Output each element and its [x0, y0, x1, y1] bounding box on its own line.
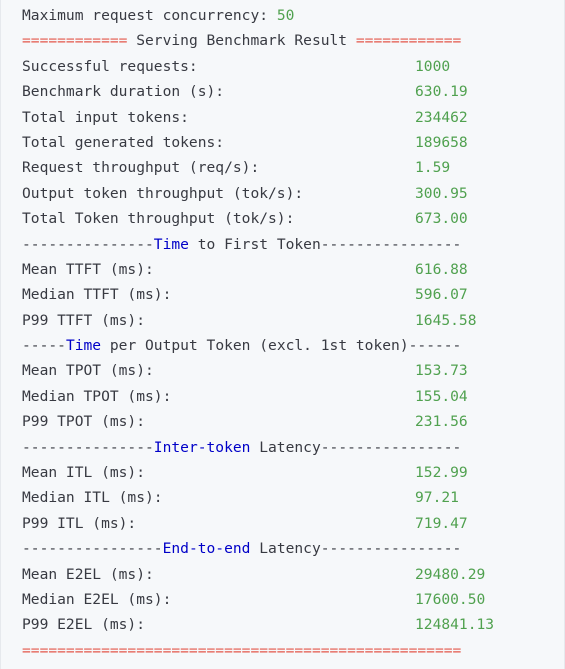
metric-row: P99 ITL (ms): 719.47 — [22, 511, 468, 536]
concurrency-value: 50 — [276, 7, 295, 24]
metric-key: Median E2EL (ms): — [22, 590, 172, 608]
metric-key: Mean TPOT (ms): — [22, 362, 154, 380]
summary-row: Total generated tokens: 189658 — [22, 130, 468, 155]
section-right-dashes: ---------------- — [320, 438, 462, 456]
result-title-line: ============ Serving Benchmark Result ==… — [22, 28, 461, 53]
metric-value: 234462 — [415, 108, 468, 126]
footer-separator: ========================================… — [22, 641, 462, 659]
summary-row: Successful requests: 1000 — [22, 54, 461, 79]
metric-key: Benchmark duration (s): — [22, 83, 225, 101]
section-title-rest: per Output Token (excl. 1st token) — [101, 337, 409, 355]
metric-key: Median TPOT (ms): — [22, 387, 172, 405]
title-right-separator: ============ — [355, 32, 462, 50]
metric-value: 300.95 — [415, 184, 468, 202]
metric-value: 17600.50 — [415, 590, 486, 608]
metric-key: Total Token throughput (tok/s): — [22, 210, 295, 228]
section-left-dashes: ---------------- — [22, 540, 163, 558]
metric-value: 189658 — [415, 133, 468, 151]
metric-value: 155.04 — [415, 387, 468, 405]
section-left-dashes: ----- — [22, 337, 66, 355]
summary-row: Benchmark duration (s): 630.19 — [22, 79, 468, 104]
metric-value: 29480.29 — [415, 565, 486, 583]
metric-value: 1645.58 — [415, 311, 477, 329]
metric-key: P99 E2EL (ms): — [22, 616, 146, 634]
section-left-dashes: --------------- — [22, 438, 154, 456]
section-left-dashes: --------------- — [22, 235, 154, 253]
concurrency-label: Maximum request concurrency: — [22, 7, 269, 24]
section-title-rest: Latency — [250, 540, 321, 558]
metric-key: Median TTFT (ms): — [22, 286, 172, 304]
metric-key: P99 ITL (ms): — [22, 514, 137, 532]
metric-row: P99 TTFT (ms): 1645.58 — [22, 308, 477, 333]
concurrency-line: Maximum request concurrency: 50 — [22, 3, 461, 28]
summary-row: Total Token throughput (tok/s): 673.00 — [22, 206, 468, 231]
section-title-rest: Latency — [250, 438, 321, 456]
metric-key: Request throughput (req/s): — [22, 159, 260, 177]
section-keyword: Time — [65, 337, 102, 355]
footer-separator-line: ========================================… — [22, 638, 461, 663]
metric-value: 1.59 — [415, 159, 451, 177]
metric-row: P99 TPOT (ms): 231.56 — [22, 409, 468, 434]
section-right-dashes: ---------------- — [320, 235, 462, 253]
metric-key: Median ITL (ms): — [22, 489, 163, 507]
summary-row: Request throughput (req/s): 1.59 — [22, 155, 461, 180]
metric-key: Output token throughput (tok/s): — [22, 184, 304, 202]
summary-row: Output token throughput (tok/s): 300.95 — [22, 181, 468, 206]
metric-key: Total generated tokens: — [22, 133, 225, 151]
metric-value: 124841.13 — [415, 616, 495, 634]
metric-key: Mean TTFT (ms): — [22, 260, 154, 278]
metric-value: 673.00 — [415, 210, 468, 228]
section-keyword: Inter-token — [153, 438, 251, 456]
metric-row: Median TPOT (ms): 155.04 — [22, 384, 468, 409]
section-header-tpot: -----Time per Output Token (excl. 1st to… — [22, 333, 461, 358]
metric-value: 153.73 — [415, 362, 468, 380]
metric-row: Median TTFT (ms): 596.07 — [22, 282, 468, 307]
metric-row: Mean TPOT (ms): 153.73 — [22, 358, 468, 383]
metric-key: P99 TTFT (ms): — [22, 311, 146, 329]
metric-key: Total input tokens: — [22, 108, 189, 126]
metric-row: Mean ITL (ms): 152.99 — [22, 460, 468, 485]
metric-value: 630.19 — [415, 83, 468, 101]
metric-value: 596.07 — [415, 286, 468, 304]
metric-value: 231.56 — [415, 413, 468, 431]
metric-value: 616.88 — [415, 260, 468, 278]
metric-row: Mean TTFT (ms): 616.88 — [22, 257, 468, 282]
metric-value: 1000 — [415, 57, 451, 75]
metric-value: 152.99 — [415, 464, 468, 482]
metric-key: P99 TPOT (ms): — [22, 413, 146, 431]
metric-row: Median E2EL (ms): 17600.50 — [22, 587, 485, 612]
metric-key: Mean E2EL (ms): — [22, 565, 154, 583]
section-right-dashes: ---------------- — [320, 540, 462, 558]
result-title: Serving Benchmark Result — [127, 32, 356, 50]
metric-row: P99 E2EL (ms): 124841.13 — [22, 612, 494, 637]
summary-row: Total input tokens: 234462 — [22, 105, 468, 130]
metric-key: Mean ITL (ms): — [22, 464, 146, 482]
metric-value: 719.47 — [415, 514, 468, 532]
title-left-separator: ============ — [22, 32, 128, 50]
section-header-e2el: ----------------End-to-end Latency------… — [22, 536, 461, 561]
section-keyword: End-to-end — [162, 540, 251, 558]
section-header-itl: ---------------Inter-token Latency------… — [22, 435, 461, 460]
section-title-rest: to First Token — [188, 235, 321, 253]
section-right-dashes: ------ — [408, 337, 462, 355]
metric-key: Successful requests: — [22, 57, 198, 75]
benchmark-output: Maximum request concurrency: 50 ========… — [22, 3, 494, 663]
metric-row: Median ITL (ms): 97.21 — [22, 485, 461, 510]
section-keyword: Time — [153, 235, 189, 253]
metric-value: 97.21 — [415, 489, 459, 507]
metric-row: Mean E2EL (ms): 29480.29 — [22, 562, 485, 587]
section-header-ttft: ---------------Time to First Token------… — [22, 232, 461, 257]
